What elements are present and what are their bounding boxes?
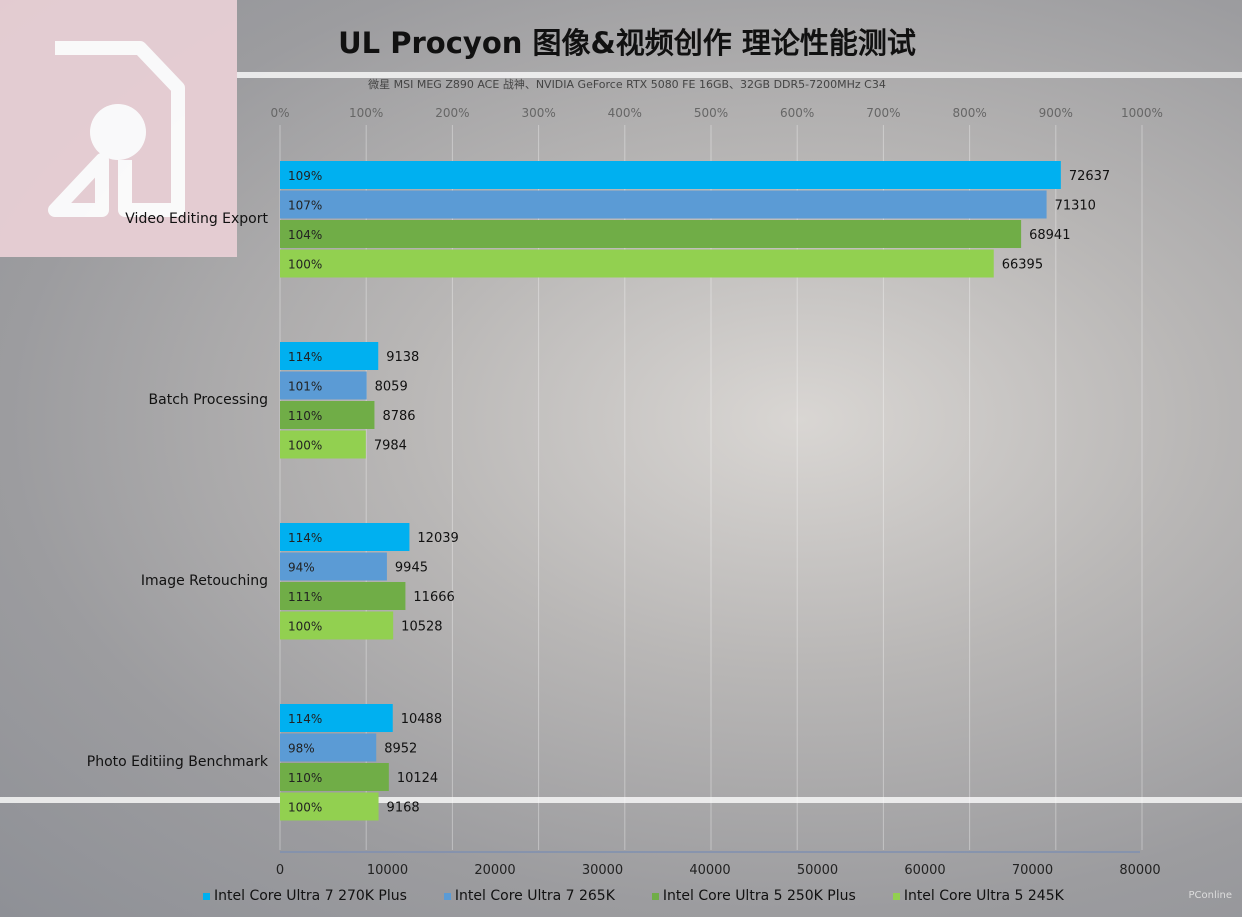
x-axis-tick-label: 80000 xyxy=(1119,863,1160,878)
chart-subtitle: 微星 MSI MEG Z890 ACE 战神、NVIDIA GeForce RT… xyxy=(368,78,886,91)
percent-label: 114% xyxy=(288,531,322,545)
value-label: 9138 xyxy=(386,350,419,365)
value-label: 7984 xyxy=(374,439,407,454)
top-axis-tick-label: 400% xyxy=(608,106,642,120)
legend-label: Intel Core Ultra 7 270K Plus xyxy=(214,888,407,904)
chart-title: UL Procyon 图像&视频创作 理论性能测试 xyxy=(338,26,916,60)
value-label: 10528 xyxy=(401,620,442,635)
percent-label: 107% xyxy=(288,199,322,213)
value-label: 72637 xyxy=(1069,169,1110,184)
value-label: 9945 xyxy=(395,561,428,576)
value-label: 10488 xyxy=(401,712,442,727)
legend-item: Intel Core Ultra 5 245K xyxy=(892,888,1064,904)
x-axis-tick-label: 50000 xyxy=(797,863,838,878)
bar xyxy=(280,220,1022,248)
bar xyxy=(280,249,994,278)
value-label: 10124 xyxy=(397,771,438,786)
legend-label: Intel Core Ultra 7 265K xyxy=(454,888,615,904)
top-axis-tick-label: 300% xyxy=(521,106,555,120)
decor-line xyxy=(237,72,1242,78)
legend-label: Intel Core Ultra 5 250K Plus xyxy=(662,888,856,904)
percent-label: 111% xyxy=(288,590,322,604)
top-axis-tick-label: 500% xyxy=(694,106,728,120)
value-label: 11666 xyxy=(413,590,454,605)
value-label: 8059 xyxy=(375,380,408,395)
legend-item: Intel Core Ultra 7 265K xyxy=(443,888,615,904)
top-axis-tick-label: 800% xyxy=(952,106,986,120)
bar xyxy=(280,342,379,370)
x-axis-tick-label: 60000 xyxy=(904,863,945,878)
x-axis-tick-label: 10000 xyxy=(367,863,408,878)
top-axis-tick-label: 700% xyxy=(866,106,900,120)
legend-swatch xyxy=(443,892,451,900)
percent-label: 110% xyxy=(288,409,322,423)
percent-label: 100% xyxy=(288,258,322,272)
value-label: 68941 xyxy=(1029,228,1070,243)
percent-label: 110% xyxy=(288,771,322,785)
percent-label: 114% xyxy=(288,350,322,364)
bar xyxy=(280,552,387,581)
x-axis-tick-label: 30000 xyxy=(582,863,623,878)
value-label: 8786 xyxy=(382,409,415,424)
x-axis-tick-label: 40000 xyxy=(689,863,730,878)
percent-label: 94% xyxy=(288,561,315,575)
top-axis-tick-label: 900% xyxy=(1039,106,1073,120)
bar xyxy=(280,371,367,400)
x-axis-tick-label: 70000 xyxy=(1012,863,1053,878)
bar xyxy=(280,733,377,762)
percent-label: 109% xyxy=(288,169,322,183)
percent-label: 114% xyxy=(288,712,322,726)
category-label: Batch Processing xyxy=(149,392,268,408)
bar xyxy=(280,523,410,551)
top-axis-tick-label: 200% xyxy=(435,106,469,120)
bar xyxy=(280,190,1047,219)
bar xyxy=(280,161,1061,189)
decor-line xyxy=(0,797,1242,803)
bar xyxy=(280,792,379,821)
x-axis-tick-label: 20000 xyxy=(474,863,515,878)
percent-label: 100% xyxy=(288,801,322,815)
document-logo xyxy=(0,0,237,257)
value-label: 8952 xyxy=(384,742,417,757)
top-axis-tick-label: 1000% xyxy=(1121,106,1163,120)
top-axis-tick-label: 0% xyxy=(270,106,289,120)
percent-label: 101% xyxy=(288,380,322,394)
legend: Intel Core Ultra 7 270K Plus Intel Core … xyxy=(203,888,1101,904)
category-label: Photo Editiing Benchmark xyxy=(87,754,269,770)
percent-label: 98% xyxy=(288,742,315,756)
percent-label: 100% xyxy=(288,439,322,453)
bar xyxy=(280,401,375,429)
watermark: PConline xyxy=(1188,890,1232,901)
top-axis-tick-label: 100% xyxy=(349,106,383,120)
bar xyxy=(280,611,394,640)
category-label: Video Editing Export xyxy=(125,211,268,227)
percent-label: 104% xyxy=(288,228,322,242)
bar xyxy=(280,704,393,732)
top-axis-tick-label: 600% xyxy=(780,106,814,120)
bar xyxy=(280,763,389,791)
x-axis-tick-label: 0 xyxy=(276,863,284,878)
value-label: 66395 xyxy=(1002,258,1043,273)
value-label: 9168 xyxy=(387,801,420,816)
legend-swatch xyxy=(892,892,900,900)
document-icon xyxy=(48,41,185,217)
legend-item: Intel Core Ultra 7 270K Plus xyxy=(203,888,407,904)
legend-item: Intel Core Ultra 5 250K Plus xyxy=(651,888,856,904)
bar xyxy=(280,582,406,610)
bar xyxy=(280,430,366,459)
percent-label: 100% xyxy=(288,620,322,634)
value-label: 12039 xyxy=(417,531,458,546)
category-label: Image Retouching xyxy=(141,573,268,589)
legend-label: Intel Core Ultra 5 245K xyxy=(903,888,1064,904)
legend-swatch xyxy=(651,892,659,900)
legend-swatch xyxy=(203,892,210,900)
value-label: 71310 xyxy=(1055,199,1096,214)
